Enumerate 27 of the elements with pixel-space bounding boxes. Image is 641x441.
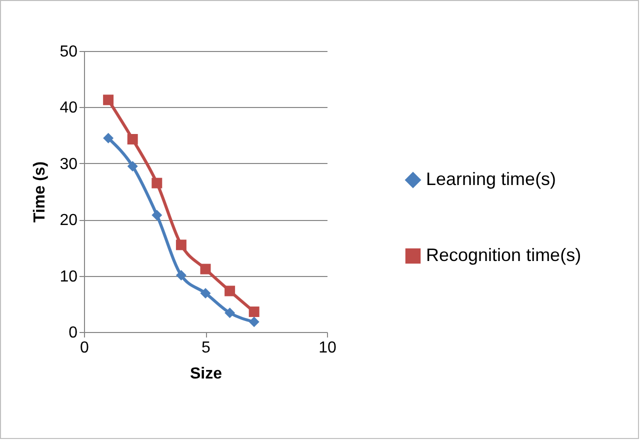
point xyxy=(176,270,186,280)
y-tick-label: 20 xyxy=(60,212,78,230)
point xyxy=(200,288,211,298)
point xyxy=(127,160,138,172)
point xyxy=(127,134,138,144)
y-tick-label: 10 xyxy=(60,268,78,286)
y-axis-title: Time (s) xyxy=(32,161,49,223)
legend-label: Recognition time(s) xyxy=(426,245,582,265)
point xyxy=(248,316,260,328)
x-tick-label: 10 xyxy=(318,340,336,356)
point xyxy=(248,306,260,318)
y-tick-label: 30 xyxy=(60,156,78,173)
x-tick-label: 0 xyxy=(80,340,90,356)
y-tick-label: 40 xyxy=(60,100,78,117)
point xyxy=(103,94,114,106)
point xyxy=(176,240,186,250)
point xyxy=(152,210,162,220)
point xyxy=(224,308,236,318)
x-axis-title: Size xyxy=(190,366,222,382)
y-tick-label: 0 xyxy=(68,324,78,342)
point xyxy=(152,178,162,188)
point xyxy=(224,286,236,296)
y-tick-label: 50 xyxy=(60,44,78,60)
point xyxy=(200,264,211,274)
x-tick-label: 5 xyxy=(202,340,211,356)
legend-label: Learning time(s) xyxy=(426,169,556,189)
point xyxy=(103,132,114,144)
